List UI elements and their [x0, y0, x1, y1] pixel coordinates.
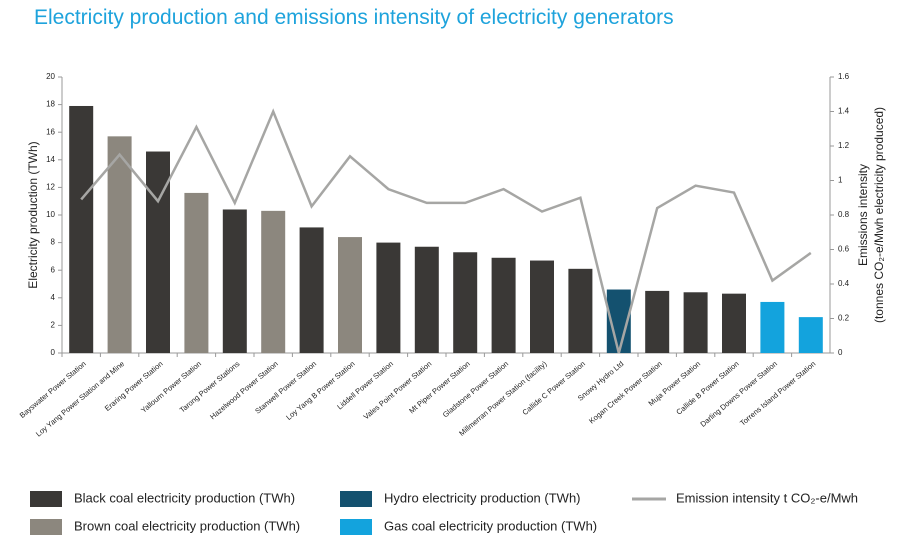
y2-tick-label: 1.4 — [838, 107, 850, 116]
bar — [146, 151, 170, 353]
bar — [338, 237, 362, 353]
y-tick-label: 12 — [46, 183, 55, 192]
y2-tick-label: 0.6 — [838, 245, 850, 254]
bar — [261, 210, 286, 353]
x-tick-label: Callide B Power Station — [674, 359, 740, 417]
bar — [722, 293, 746, 353]
y-tick-label: 10 — [46, 210, 55, 219]
x-tick-label: Gladstone Power Station — [441, 359, 510, 419]
y2-tick-label: 1.2 — [838, 141, 850, 150]
legend-swatch — [30, 491, 62, 507]
y2-tick-label: 1 — [838, 176, 843, 185]
y2-axis-label: Emissions intensity — [856, 164, 870, 266]
y2-axis-label: (tonnes CO₂-e/Mwh electricity produced) — [872, 107, 886, 323]
bar — [107, 136, 132, 353]
y-tick-label: 6 — [51, 265, 56, 274]
legend-swatch — [30, 519, 62, 535]
bar — [568, 268, 593, 353]
bar — [376, 242, 401, 353]
legend-swatch — [340, 519, 372, 535]
x-tick-label: Torrens Island Power Station — [738, 359, 817, 428]
bar — [69, 105, 94, 353]
y2-tick-label: 0.8 — [838, 210, 850, 219]
bar — [299, 227, 324, 353]
y-tick-label: 2 — [51, 321, 56, 330]
y-tick-label: 20 — [46, 72, 55, 81]
bar — [491, 257, 516, 353]
x-tick-label: Hazelwood Power Station — [208, 359, 280, 421]
y-axis-label: Electricity production (TWh) — [26, 141, 40, 288]
bar — [222, 209, 247, 353]
x-tick-label: Bayswater Power Station — [18, 359, 88, 420]
y-tick-label: 16 — [46, 127, 55, 136]
x-tick-label: Vales Point Power Station — [362, 359, 434, 421]
bar — [184, 192, 209, 353]
y-tick-label: 0 — [51, 348, 56, 357]
legend-label: Emission intensity t CO₂-e/Mwh — [676, 490, 858, 505]
y2-tick-label: 0.4 — [838, 279, 850, 288]
y2-tick-label: 0.2 — [838, 314, 850, 323]
legend-label: Hydro electricity production (TWh) — [384, 490, 581, 505]
y2-tick-label: 1.6 — [838, 72, 850, 81]
x-tick-label: Callide C Power Station — [520, 359, 586, 417]
legend-label: Gas coal electricity production (TWh) — [384, 518, 597, 533]
y-tick-label: 18 — [46, 100, 55, 109]
y-tick-label: 8 — [51, 238, 56, 247]
x-tick-label: Loy Yang B Power Station — [284, 359, 356, 422]
y-tick-label: 4 — [51, 293, 56, 302]
bar — [414, 246, 439, 353]
bar — [453, 252, 478, 353]
y-tick-label: 14 — [46, 155, 55, 164]
bar — [530, 260, 554, 353]
line — [80, 108, 812, 354]
x-tick-label: Darling Downs Power Station — [698, 359, 779, 429]
legend-swatch — [340, 491, 372, 507]
bar — [645, 290, 670, 353]
bar — [798, 317, 823, 353]
chart-title: Electricity production and emissions int… — [34, 6, 674, 29]
y2-tick-label: 0 — [838, 348, 843, 357]
bar — [683, 292, 708, 353]
x-tick-label: Kogan Creek Power Station — [587, 359, 664, 425]
legend-label: Black coal electricity production (TWh) — [74, 490, 295, 505]
bar — [760, 301, 785, 353]
legend-label: Brown coal electricity production (TWh) — [74, 518, 300, 533]
